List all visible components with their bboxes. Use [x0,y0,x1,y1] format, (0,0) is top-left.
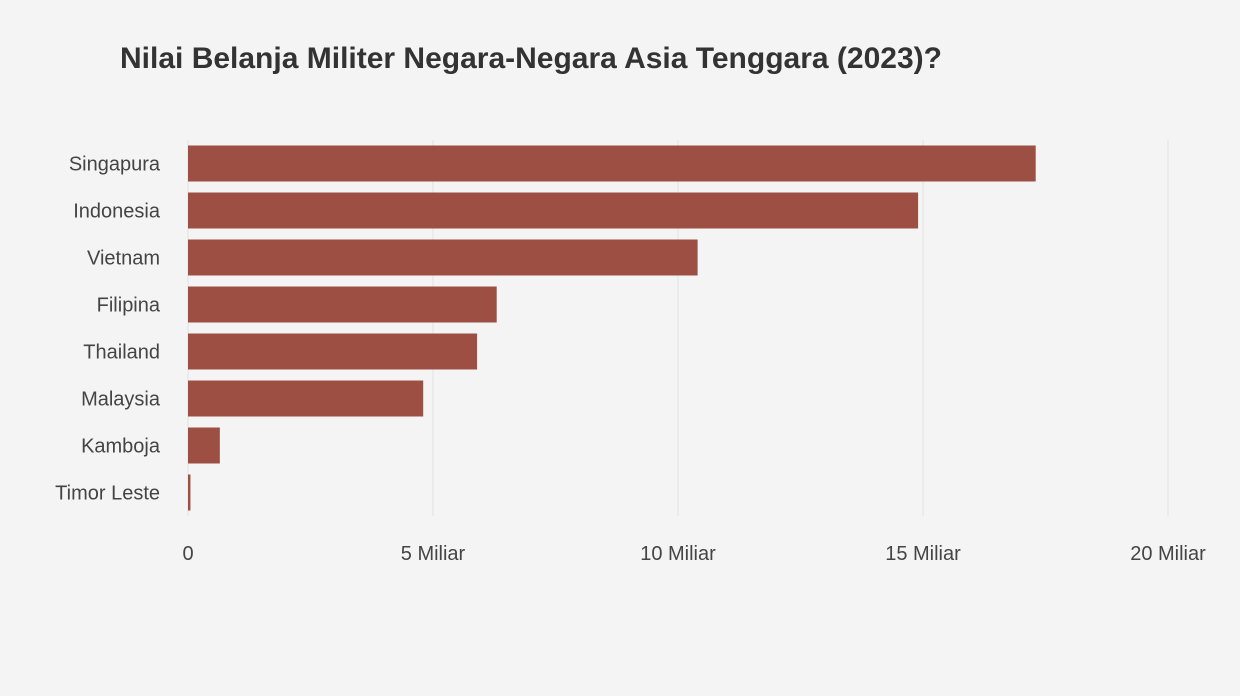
bar [188,145,1036,182]
y-tick-label: Filipina [97,295,161,317]
bar [188,239,698,276]
bar [188,380,424,417]
y-tick-label: Vietnam [87,248,160,270]
bar [188,474,191,511]
bar [188,333,478,370]
x-tick-label: 20 Miliar [1130,543,1206,565]
y-tick-label: Thailand [83,342,160,364]
y-tick-label: Timor Leste [55,483,160,505]
bar [188,286,497,323]
x-tick-label: 15 Miliar [885,543,961,565]
y-tick-label: Singapura [69,154,161,176]
y-tick-label: Indonesia [73,201,161,223]
x-tick-label: 5 Miliar [401,543,466,565]
x-tick-label: 10 Miliar [640,543,716,565]
bar [188,192,919,229]
bar [188,427,220,464]
x-tick-label: 0 [182,543,193,565]
y-tick-label: Kamboja [81,436,161,458]
chart-title: Nilai Belanja Militer Negara-Negara Asia… [120,42,942,75]
y-tick-label: Malaysia [81,389,161,411]
